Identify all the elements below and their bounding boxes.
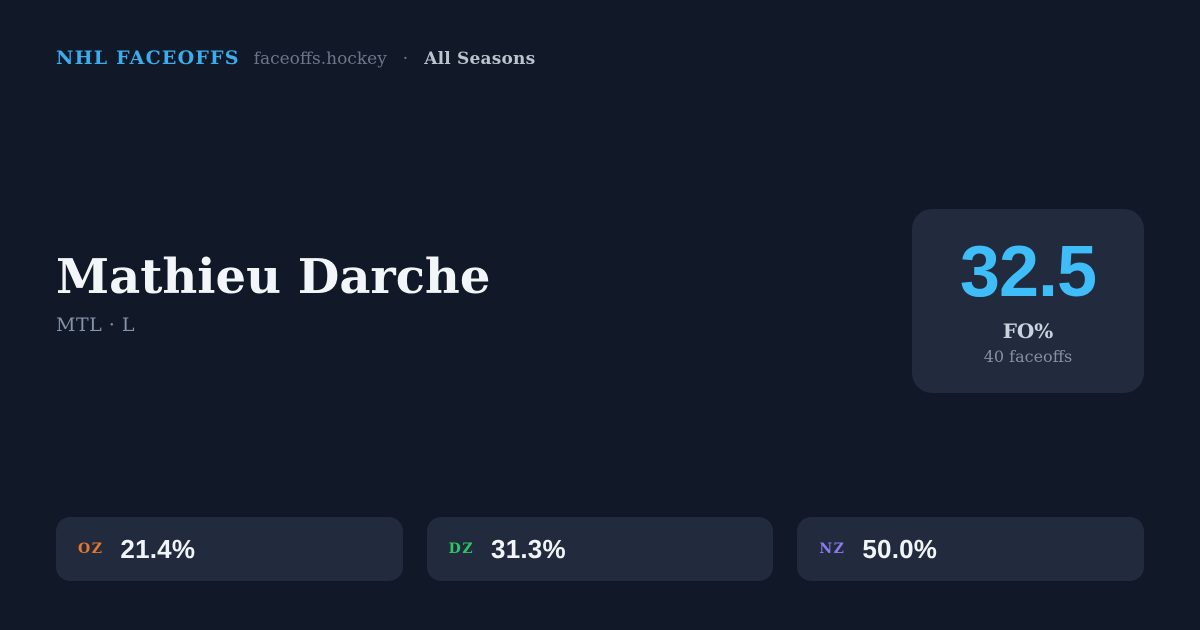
faceoff-percentage-value: 32.5 bbox=[959, 232, 1097, 312]
zone-label-oz: OZ bbox=[78, 541, 104, 557]
faceoff-percentage-label: FO% bbox=[1002, 319, 1054, 343]
zone-value-oz: 21.4% bbox=[120, 533, 196, 564]
zone-pill-oz: OZ 21.4% bbox=[56, 517, 403, 581]
zone-label-nz: NZ bbox=[819, 541, 846, 557]
separator-dot: · bbox=[402, 49, 409, 69]
player-name: Mathieu Darche bbox=[56, 249, 491, 305]
season-scope-label: All Seasons bbox=[424, 49, 536, 69]
faceoff-stat-card: 32.5 FO% 40 faceoffs bbox=[912, 209, 1144, 393]
zone-label-dz: DZ bbox=[448, 541, 475, 557]
brand-title: NHL FACEOFFS bbox=[56, 47, 240, 69]
zone-value-dz: 31.3% bbox=[491, 533, 566, 564]
faceoff-count: 40 faceoffs bbox=[983, 347, 1073, 366]
zone-stats-row: OZ 21.4% DZ 31.3% NZ 50.0% bbox=[56, 517, 1145, 581]
zone-pill-dz: DZ 31.3% bbox=[426, 517, 774, 581]
zone-pill-nz: NZ 50.0% bbox=[797, 517, 1145, 581]
header: NHL FACEOFFS faceoffs.hockey · All Seaso… bbox=[56, 47, 535, 69]
zone-value-nz: 50.0% bbox=[862, 533, 938, 564]
player-team-position: MTL · L bbox=[56, 314, 135, 337]
player-info: Mathieu Darche MTL · L bbox=[56, 249, 491, 337]
site-domain: faceoffs.hockey bbox=[253, 49, 387, 69]
